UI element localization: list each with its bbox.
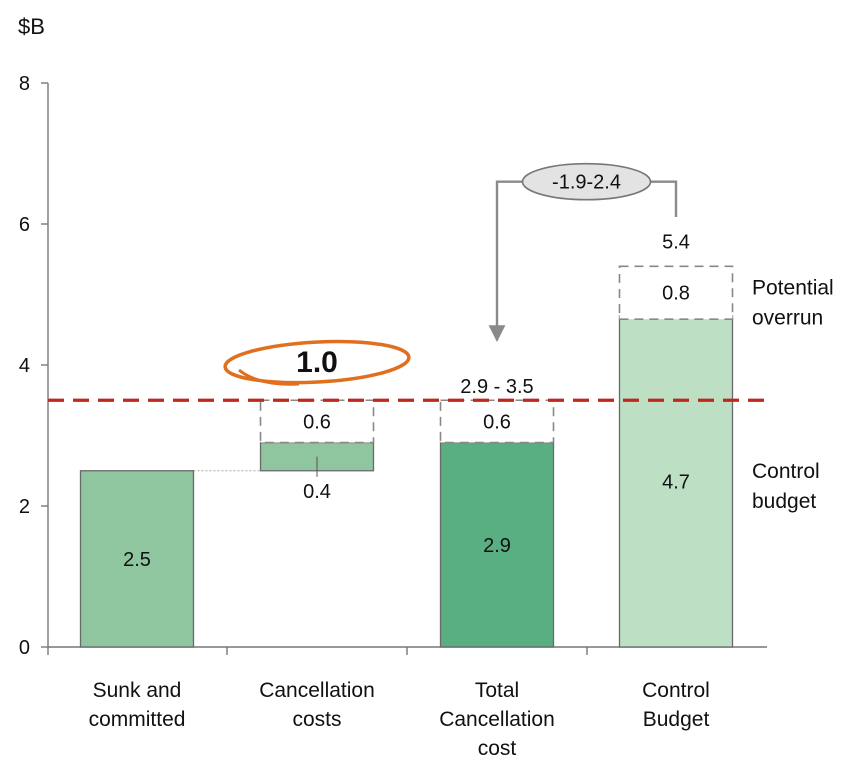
category-label: Cancellation costs: [259, 679, 375, 731]
side-label-line: Control: [752, 460, 820, 483]
y-tick-label: 8: [19, 73, 30, 95]
y-axis-unit-label: $B: [18, 14, 45, 39]
total-labels: 1.0 2.9 - 3.5 5.4: [223, 232, 690, 398]
category-label-line: Total: [475, 679, 519, 702]
category-labels: Sunk and committed Cancellation costs Total C…: [89, 679, 710, 760]
value-label: 0.6: [483, 411, 511, 433]
category-label-line: Cancellation: [439, 708, 555, 731]
category-label-line: costs: [292, 708, 341, 731]
total-label: 5.4: [662, 232, 690, 254]
callout-arrow: [488, 180, 525, 343]
side-label: Potential overrun: [752, 277, 834, 330]
highlight-circle: [223, 339, 411, 385]
total-label: 1.0: [296, 346, 338, 379]
bar-segment: [439, 441, 555, 648]
side-label-line: overrun: [752, 307, 823, 330]
category-label-line: Control: [642, 679, 710, 702]
side-label: Control budget: [752, 460, 820, 513]
side-label-line: Potential: [752, 277, 834, 300]
category-label: Total Cancellation cost: [439, 679, 555, 760]
category-label-line: cost: [478, 737, 517, 760]
value-label: 2.5: [123, 549, 151, 571]
value-label: 0.6: [303, 411, 331, 433]
category-label-line: committed: [89, 708, 186, 731]
bars: [79, 265, 734, 648]
category-label-line: Budget: [643, 708, 710, 731]
bar-segment-dashed: [618, 265, 734, 320]
bar-segment-dashed: [439, 399, 555, 444]
callout-label: -1.9-2.4: [552, 172, 621, 194]
y-tick-label: 2: [19, 496, 30, 518]
highlight-swoosh: [238, 368, 300, 386]
value-label: 0.8: [662, 283, 690, 305]
y-tick-label: 6: [19, 214, 30, 236]
bar-segment: [618, 314, 734, 648]
callout-connector: [648, 180, 678, 217]
category-label-line: Cancellation: [259, 679, 375, 702]
total-label: 2.9 - 3.5: [460, 376, 533, 398]
category-label: Sunk and committed: [89, 679, 186, 731]
category-label: Control Budget: [642, 679, 710, 731]
bar-segment-dashed: [259, 399, 375, 444]
value-labels: 2.5 0.4 0.6 2.9 0.6 4.7 0.8: [123, 283, 690, 571]
category-label-line: Sunk and: [93, 679, 182, 702]
y-tick-label: 0: [19, 637, 30, 659]
callout-group: -1.9-2.4: [488, 162, 678, 343]
value-label: 2.9: [483, 535, 511, 557]
value-label: 0.4: [303, 481, 331, 503]
side-labels: Potential overrun Control budget: [752, 277, 834, 513]
callout-oval: [521, 162, 652, 201]
y-tick-label: 4: [19, 355, 30, 377]
side-label-line: budget: [752, 490, 816, 513]
value-label: 4.7: [662, 471, 690, 493]
bar-segment: [79, 470, 195, 648]
